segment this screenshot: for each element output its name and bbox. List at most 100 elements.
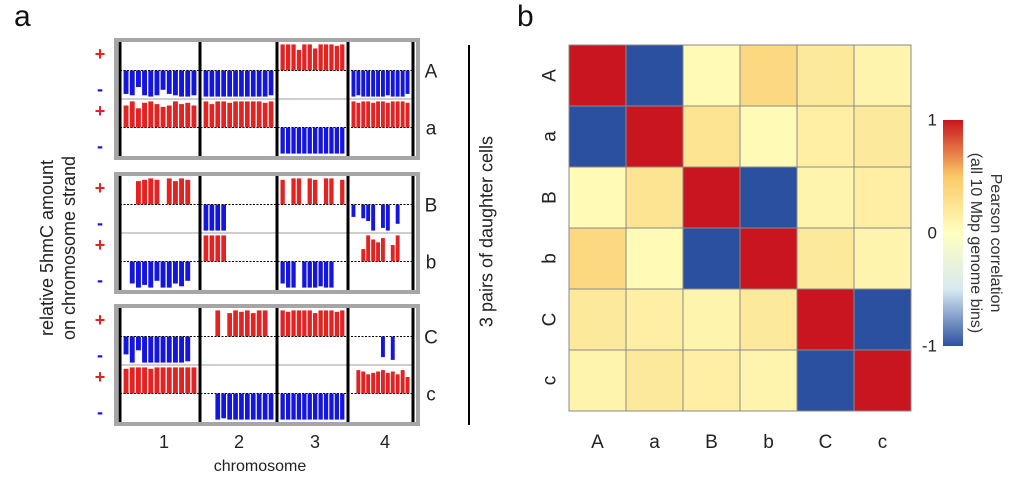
strand-bar: [340, 44, 345, 71]
strand-bar: [203, 235, 209, 262]
strand-bar: [340, 127, 345, 154]
strand-bar: [366, 101, 371, 128]
strand-bar: [395, 374, 400, 394]
strand-bar: [390, 101, 395, 128]
strand-bar: [280, 127, 285, 154]
strand-bar: [329, 310, 334, 337]
heatmap-y-tick: A: [540, 69, 561, 82]
strand-bar: [227, 70, 232, 97]
strand-bar: [123, 70, 129, 94]
minus-strand-label: -: [97, 270, 103, 290]
strand-bar: [400, 70, 405, 97]
strand-bar: [366, 374, 371, 394]
cell-pair-box: [114, 304, 420, 426]
strand-bar: [296, 310, 302, 337]
chromosome-tick-1: 1: [158, 432, 169, 452]
heatmap-cell: [796, 349, 855, 412]
strand-bar: [405, 70, 410, 94]
heatmap-cell: [853, 288, 912, 351]
heatmap-cell: [853, 105, 912, 168]
strand-bar: [233, 393, 238, 420]
heatmap-cell: [625, 44, 684, 107]
heatmap-cell: [568, 166, 627, 229]
strand-bar: [323, 127, 329, 154]
panel-a-right-label: 3 pairs of daughter cells: [476, 135, 497, 328]
strand-bar: [209, 70, 215, 97]
strand-bar: [221, 393, 226, 419]
strand-bar: [215, 310, 221, 337]
strand-bar: [286, 311, 291, 337]
heatmap-cell: [796, 105, 855, 168]
strand-bar: [215, 101, 221, 128]
plus-strand-label: +: [95, 178, 106, 198]
strand-bar: [142, 367, 147, 394]
plus-strand-label: +: [95, 367, 106, 387]
strand-bar: [296, 178, 302, 205]
strand-bar: [291, 44, 296, 71]
heatmap-cell: [853, 166, 912, 229]
colorbar-label-line2: (all 10 Mbp genome bins): [967, 152, 984, 334]
strand-bar: [221, 204, 226, 231]
strand-bar: [340, 179, 345, 205]
strand-bar: [185, 70, 191, 97]
strand-bar: [154, 336, 160, 363]
cell-label: b: [426, 253, 437, 274]
strand-bar: [209, 204, 215, 231]
strand-bar: [323, 178, 329, 205]
heatmap-cell: [568, 105, 627, 168]
strand-bar: [291, 178, 296, 205]
heatmap-x-tick: C: [819, 432, 833, 453]
strand-bar: [148, 336, 154, 363]
strand-bar: [323, 44, 329, 71]
cell-label: A: [425, 62, 438, 83]
heatmap-cell: [853, 227, 912, 290]
strand-bar: [142, 179, 147, 205]
strand-bar: [334, 311, 339, 337]
strand-bar: [318, 393, 323, 420]
strand-bar: [329, 44, 334, 71]
strand-bar: [136, 367, 141, 394]
strand-bar: [318, 261, 323, 287]
strand-bar: [123, 105, 129, 128]
strand-bar: [356, 102, 361, 128]
strand-bar: [129, 367, 135, 394]
strand-bar: [262, 70, 268, 97]
strand-bar: [179, 336, 184, 363]
strand-bar: [286, 261, 291, 288]
strand-bar: [215, 204, 221, 231]
strand-bar: [307, 261, 312, 288]
strand-bar: [385, 102, 390, 128]
strand-bar: [307, 44, 312, 71]
strand-bar: [381, 370, 385, 394]
strand-bar: [329, 393, 334, 420]
strand-bar: [351, 101, 356, 128]
strand-bar: [361, 249, 366, 262]
strand-bar: [318, 44, 323, 71]
strand-bar: [381, 70, 385, 97]
heatmap-cell: [568, 349, 627, 412]
cell-label: c: [426, 385, 436, 406]
strand-bar: [173, 336, 178, 363]
strand-bar: [381, 336, 385, 358]
strand-bar: [239, 311, 244, 337]
strand-bar: [203, 204, 209, 231]
strand-bar: [351, 70, 356, 97]
strand-bar: [371, 70, 376, 97]
heatmap-y-tick: a: [540, 131, 561, 142]
colorbar-tick: 0: [928, 224, 937, 243]
cell-label: B: [425, 196, 438, 217]
strand-bar: [390, 245, 395, 262]
cell-pair-box: [114, 38, 420, 160]
heatmap-cell: [625, 227, 684, 290]
panel-b-letter: b: [517, 0, 534, 33]
strand-bar: [318, 127, 323, 154]
strand-bar: [376, 242, 380, 262]
strand-bar: [280, 310, 285, 337]
strand-bar: [351, 204, 356, 217]
strand-bar: [296, 49, 302, 71]
heatmap-cell: [682, 166, 741, 229]
strand-bar: [323, 310, 329, 337]
strand-bar: [233, 310, 238, 337]
strand-bar: [166, 261, 172, 288]
